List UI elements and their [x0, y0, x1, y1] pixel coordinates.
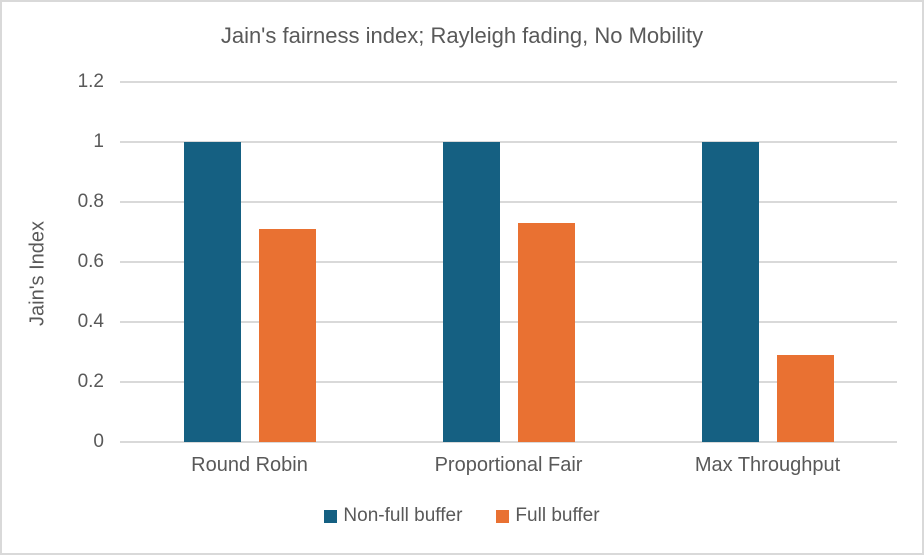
- plot-area: [120, 81, 897, 443]
- chart-title: Jain's fairness index; Rayleigh fading, …: [220, 23, 704, 48]
- bar-non-full-buffer-max-throughput: [701, 142, 759, 442]
- y-tick-label: 1.2: [77, 71, 104, 92]
- y-tick-label: 0.6: [77, 251, 104, 272]
- x-axis-label-proportional-fair: Proportional Fair: [434, 454, 583, 476]
- legend-label: Full buffer: [515, 505, 600, 526]
- gridline: [120, 261, 897, 263]
- gridline: [120, 201, 897, 203]
- legend-marker-icon: [324, 509, 338, 523]
- x-axis-label-max-throughput: Max Throughput: [694, 454, 841, 476]
- y-tick-label: 1: [93, 131, 104, 152]
- gridline: [120, 381, 897, 383]
- gridline: [120, 321, 897, 323]
- bar-full-buffer-proportional-fair: [517, 223, 575, 442]
- legend-item-full-buffer: Full buffer: [496, 505, 600, 527]
- bar-non-full-buffer-round-robin: [183, 142, 241, 442]
- bar-full-buffer-max-throughput: [776, 355, 834, 442]
- bar-full-buffer-round-robin: [258, 229, 316, 442]
- legend-label: Non-full buffer: [343, 505, 463, 526]
- gridline: [120, 141, 897, 143]
- y-tick-label: 0.4: [77, 311, 104, 332]
- gridline: [120, 441, 897, 443]
- y-tick-label: 0: [93, 431, 104, 452]
- legend-item-non-full-buffer: Non-full buffer: [324, 505, 462, 527]
- x-axis-label-round-robin: Round Robin: [191, 454, 308, 476]
- bar-non-full-buffer-proportional-fair: [442, 142, 500, 442]
- y-tick-label: 0.2: [77, 371, 104, 392]
- gridline: [120, 81, 897, 83]
- y-tick-label: 0.8: [77, 191, 104, 212]
- legend-marker-icon: [496, 509, 510, 523]
- legend: Non-full buffer Full buffer: [2, 505, 922, 527]
